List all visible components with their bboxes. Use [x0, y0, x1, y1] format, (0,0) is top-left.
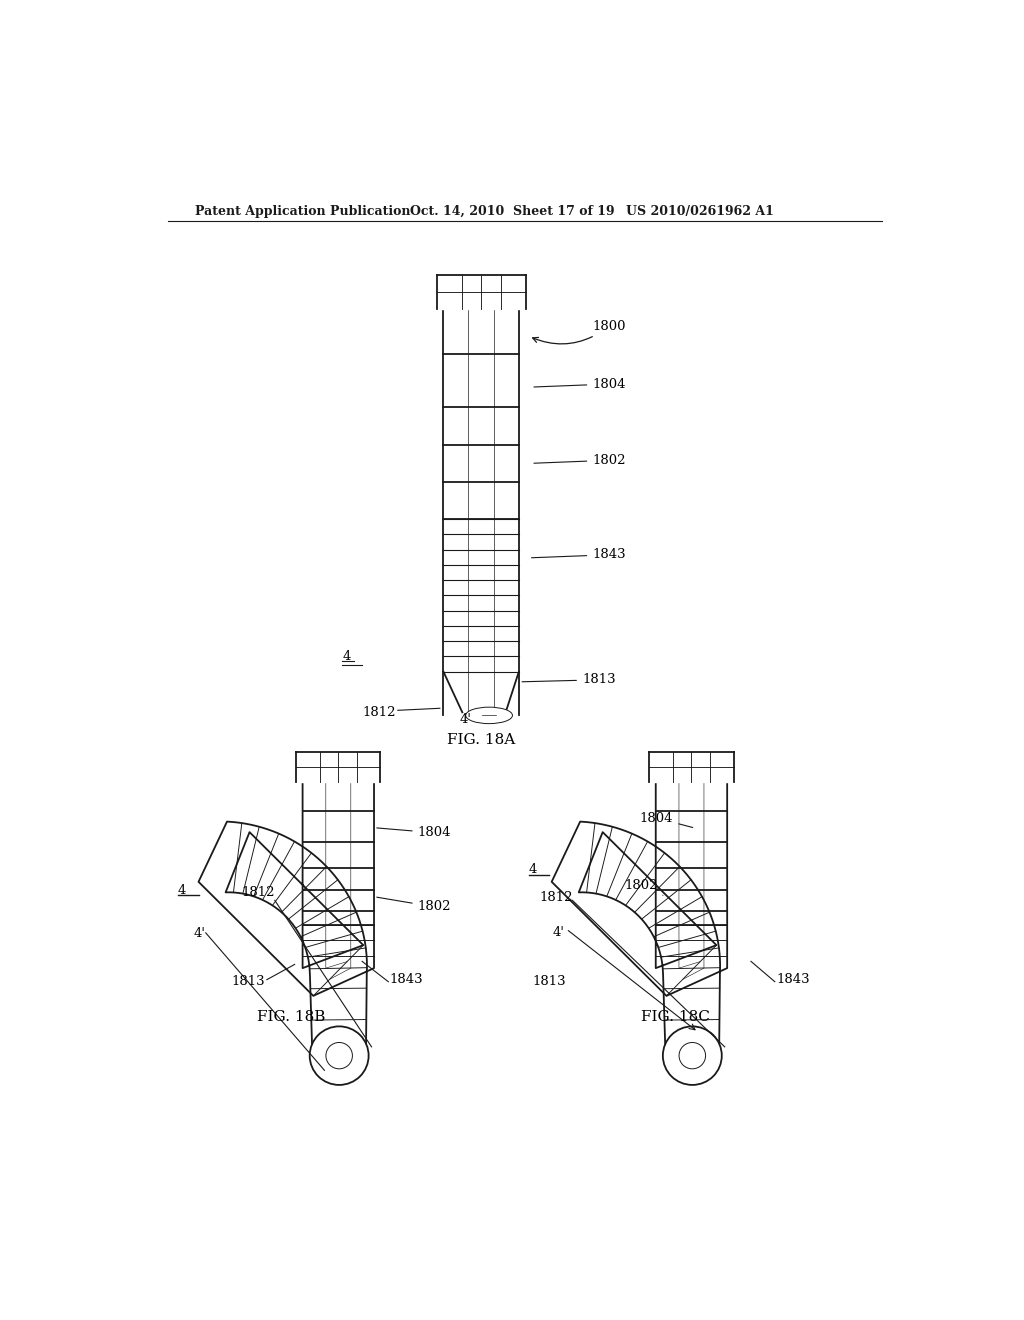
- Text: 4: 4: [342, 649, 350, 663]
- Text: 1843: 1843: [776, 973, 810, 986]
- Text: FIG. 18C: FIG. 18C: [641, 1010, 710, 1024]
- Text: FIG. 18A: FIG. 18A: [447, 733, 515, 747]
- Text: 4: 4: [528, 863, 538, 876]
- Polygon shape: [443, 309, 519, 715]
- Text: 4: 4: [178, 883, 186, 896]
- Circle shape: [326, 1043, 352, 1069]
- Polygon shape: [649, 752, 733, 783]
- Text: 1813: 1813: [231, 975, 265, 989]
- Text: 4': 4': [553, 927, 564, 940]
- Circle shape: [679, 1043, 706, 1069]
- Text: 1804: 1804: [534, 378, 626, 391]
- Text: 4': 4': [460, 713, 472, 726]
- Text: 1802: 1802: [377, 898, 452, 913]
- Text: 1804: 1804: [377, 826, 452, 840]
- Text: 1843: 1843: [390, 973, 424, 986]
- Text: Oct. 14, 2010  Sheet 17 of 19: Oct. 14, 2010 Sheet 17 of 19: [410, 205, 614, 218]
- Text: 1804: 1804: [640, 812, 693, 828]
- Text: FIG. 18B: FIG. 18B: [256, 1010, 325, 1024]
- Circle shape: [663, 1027, 722, 1085]
- Polygon shape: [199, 783, 374, 1056]
- Ellipse shape: [466, 708, 512, 723]
- Text: US 2010/0261962 A1: US 2010/0261962 A1: [626, 205, 773, 218]
- Text: 1802: 1802: [624, 879, 663, 895]
- Circle shape: [309, 1027, 369, 1085]
- Polygon shape: [552, 783, 727, 1056]
- Text: 1802: 1802: [534, 454, 626, 467]
- Text: 1813: 1813: [532, 975, 566, 989]
- Text: 4': 4': [194, 928, 205, 940]
- Text: 1812: 1812: [362, 706, 395, 719]
- Text: 1812: 1812: [242, 886, 275, 899]
- Polygon shape: [296, 752, 381, 783]
- Text: 1812: 1812: [539, 891, 572, 904]
- Text: Patent Application Publication: Patent Application Publication: [196, 205, 411, 218]
- Text: 1843: 1843: [531, 548, 626, 561]
- Polygon shape: [436, 276, 525, 309]
- Text: 1813: 1813: [522, 673, 615, 686]
- Text: 1800: 1800: [532, 319, 626, 345]
